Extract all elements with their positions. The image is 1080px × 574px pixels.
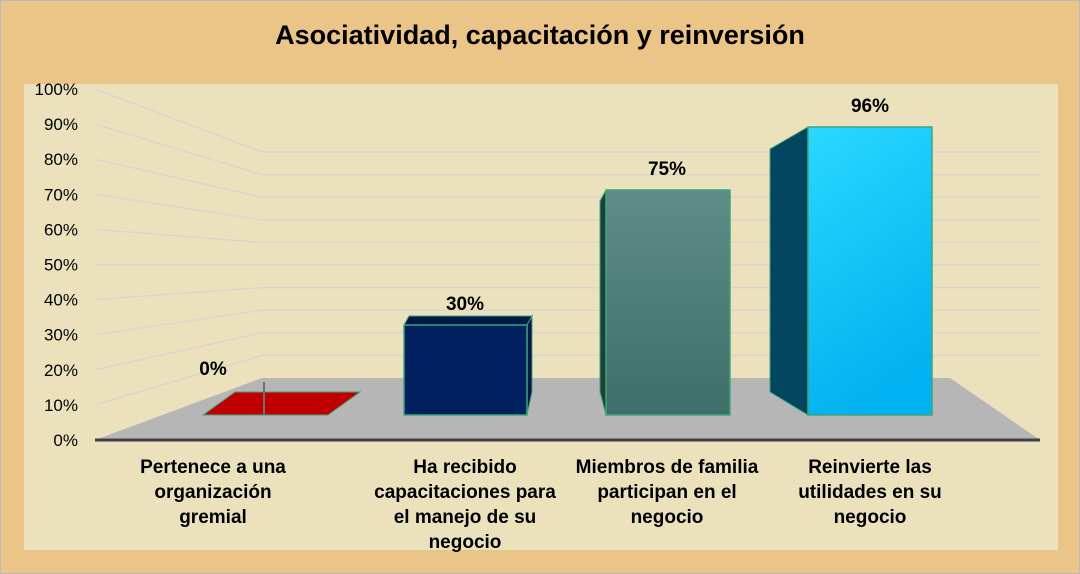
data-label-2: 75%	[648, 159, 686, 180]
bar-3-side	[769, 126, 809, 416]
x-category-label: Pertenece a una organización gremial	[140, 457, 286, 528]
bar-1-top	[403, 315, 533, 326]
y-tick-label: 0%	[53, 431, 78, 450]
y-tick-label: 100%	[35, 80, 78, 99]
data-label-3: 96%	[851, 96, 889, 117]
y-tick-label: 10%	[44, 396, 78, 415]
y-tick-label: 90%	[44, 115, 78, 134]
y-tick-label: 60%	[44, 220, 78, 239]
bar-2	[605, 189, 731, 416]
y-tick-label: 20%	[44, 361, 78, 380]
bar-2-side	[599, 189, 607, 416]
y-tick-label: 80%	[44, 150, 78, 169]
y-tick-label: 40%	[44, 291, 78, 310]
bar-1	[403, 324, 528, 416]
chart-title: Asociatividad, capacitación y reinversió…	[275, 20, 805, 50]
data-label-1: 30%	[446, 294, 484, 315]
x-category-label: Ha recibido capacitaciones para el manej…	[374, 457, 556, 553]
bar-3	[807, 126, 933, 416]
x-category-label: Reinvierte las utilidades en su negocio	[798, 457, 942, 528]
bar-0	[201, 391, 362, 416]
y-tick-label: 70%	[44, 185, 78, 204]
x-category-label: Miembros de familia participan en el neg…	[575, 457, 759, 528]
y-tick-label: 30%	[44, 326, 78, 345]
data-label-0: 0%	[199, 359, 227, 380]
y-tick-label: 50%	[44, 256, 78, 275]
